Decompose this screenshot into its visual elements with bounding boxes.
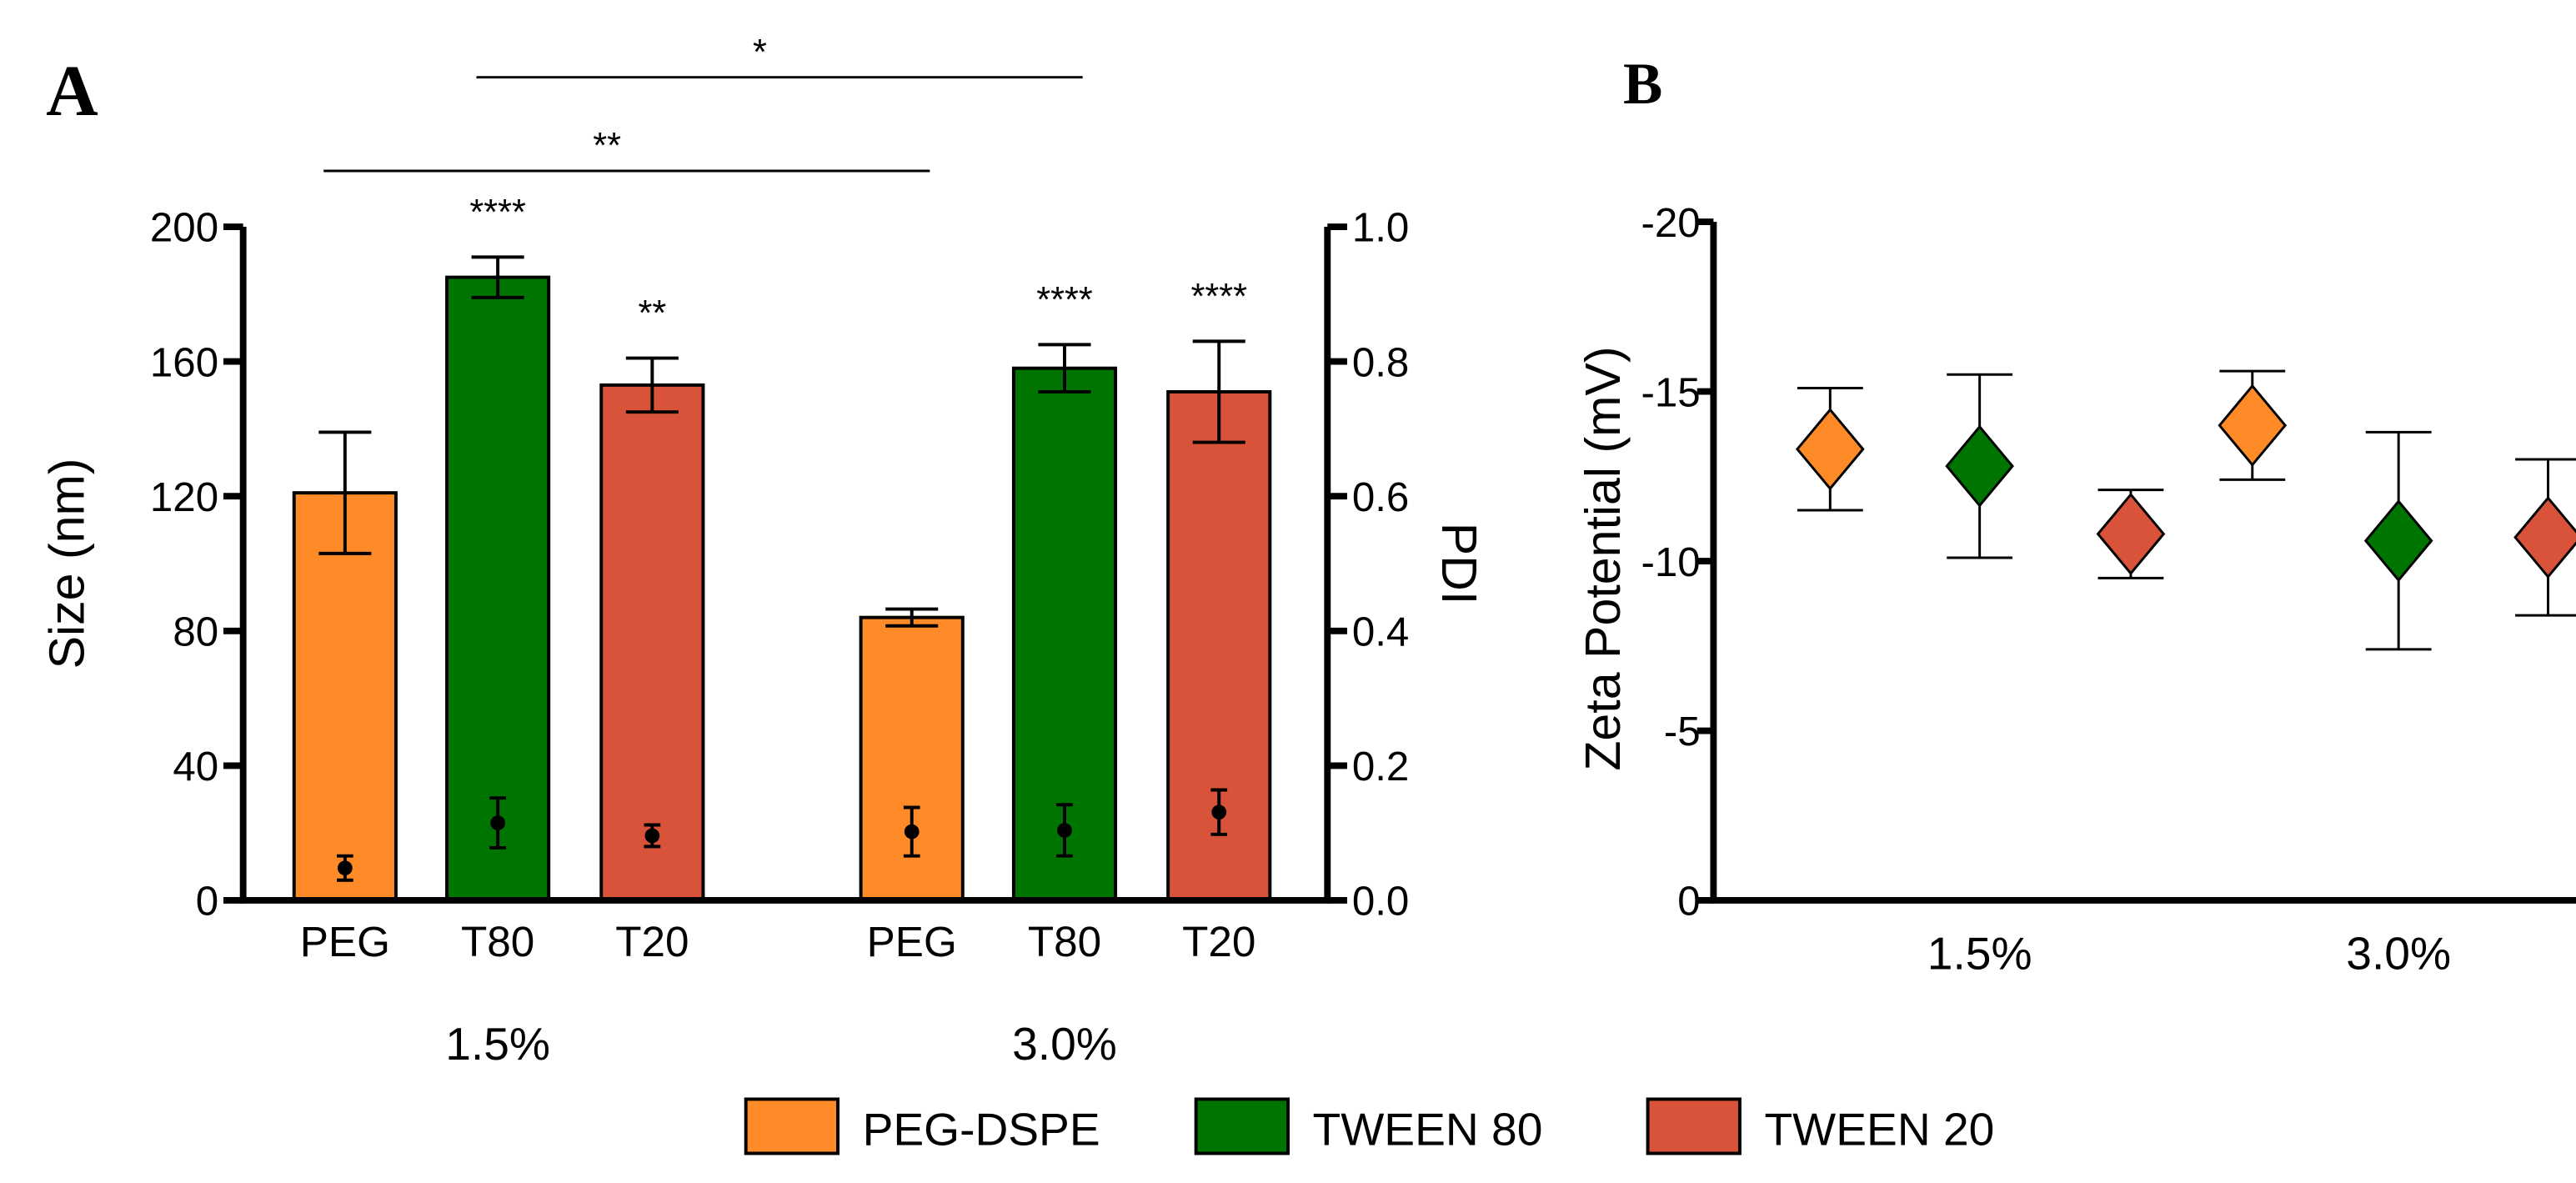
pdi-point [1211, 805, 1227, 820]
x-tick-label: T80 [1028, 918, 1101, 965]
pdi-point [1057, 823, 1072, 838]
zeta-axis-title: Zeta Potential (mV) [1575, 346, 1631, 770]
y-tick-label: 40 [173, 744, 218, 790]
x-tick-label: 1.5% [1927, 928, 2032, 980]
y-right-tick-label: 1.0 [1352, 205, 1409, 251]
legend-label: TWEEN 80 [1313, 1104, 1543, 1155]
y-tick-label: 120 [150, 474, 218, 520]
significance-label: **** [469, 193, 526, 233]
pdi-point [644, 828, 660, 844]
pdi-point [337, 860, 353, 876]
x-tick-label: T20 [615, 918, 689, 965]
pdi-point [904, 824, 920, 840]
x-tick-label: PEG [300, 918, 390, 965]
y-tick-label: -15 [1641, 369, 1700, 415]
size-error-bar [318, 430, 372, 555]
significance-label: **** [1190, 277, 1247, 317]
panel-b-chart: 0 -5 -10 -15 -20 1.5% 3.0% [1641, 200, 2576, 980]
y-tick-label: -10 [1641, 539, 1700, 585]
y-right-tick-label: 0.8 [1352, 339, 1409, 385]
bar-tween-20 [599, 383, 705, 902]
pdi-point [490, 815, 505, 830]
y-tick-label: 0 [1677, 879, 1700, 925]
y-right-tick-label: 0.0 [1352, 879, 1409, 925]
y-right-tick-label: 0.6 [1352, 474, 1409, 520]
group-label: 1.5% [445, 1018, 550, 1070]
size-error-bar [471, 255, 524, 299]
panel-label-a: A [46, 51, 98, 131]
x-tick-label: T20 [1182, 918, 1255, 965]
legend-swatch [1646, 1097, 1742, 1155]
diamond-marker [2363, 499, 2433, 583]
y-right-tick-label: 0.4 [1352, 609, 1409, 655]
panel-label-b: B [1623, 52, 1662, 117]
bracket-label: * [753, 33, 767, 73]
legend: PEG-DSPE TWEEN 80 TWEEN 20 [744, 1097, 1994, 1155]
diamond-marker [1945, 424, 2014, 508]
bar-peg-dspe [859, 615, 965, 902]
diamond-marker [2513, 495, 2576, 579]
x-tick-label: 3.0% [2346, 928, 2451, 980]
group-label: 3.0% [1012, 1018, 1117, 1070]
y-right-tick-label: 0.2 [1352, 744, 1409, 790]
legend-label: PEG-DSPE [863, 1104, 1100, 1155]
significance-label: ** [638, 293, 666, 333]
y-tick-label: 160 [150, 339, 218, 385]
panel-a-chart: PEG **** T80 ** T20 PEG **** T80 **** T20 1.5% 3.0%… [150, 33, 1409, 1070]
legend-label: TWEEN 20 [1764, 1104, 1994, 1155]
size-axis-title: Size (nm) [39, 459, 95, 669]
size-error-bar [1192, 339, 1245, 444]
diamond-marker [1795, 408, 1865, 491]
y-tick-label: 0 [196, 879, 218, 925]
size-error-bar [625, 356, 679, 414]
size-error-bar [885, 607, 939, 628]
y-tick-label: 200 [150, 205, 218, 251]
bar-peg-dspe [292, 491, 398, 902]
diamond-marker [2096, 492, 2166, 576]
y-tick-label: 80 [173, 609, 218, 655]
x-tick-label: PEG [867, 918, 957, 965]
y-tick-label: -5 [1664, 709, 1701, 754]
y-tick-label: -20 [1641, 200, 1700, 246]
axes-lines [239, 227, 1331, 904]
size-error-bar [1038, 343, 1091, 393]
significance-label: **** [1036, 280, 1093, 320]
legend-swatch [744, 1097, 840, 1155]
diamond-marker [2218, 383, 2288, 467]
legend-swatch [1194, 1097, 1290, 1155]
pdi-axis-title: PDI [1431, 523, 1487, 605]
x-tick-label: T80 [461, 918, 534, 965]
bracket-label: ** [593, 126, 621, 166]
axes-lines [1710, 222, 2576, 904]
